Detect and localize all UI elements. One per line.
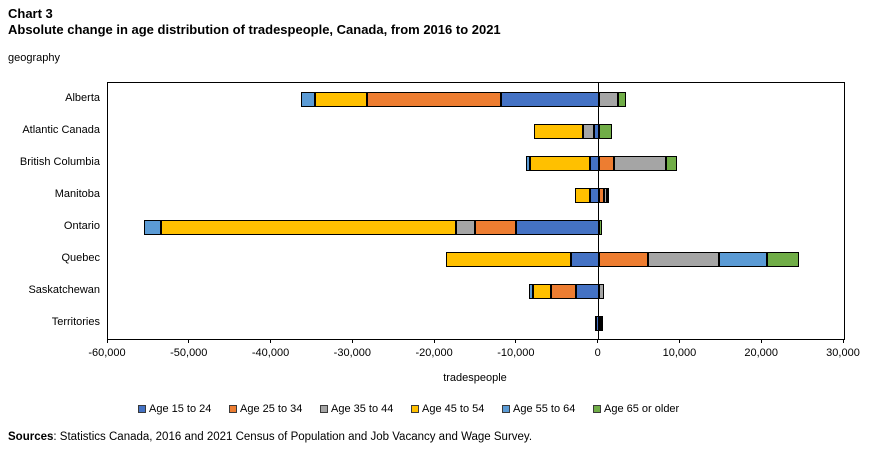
sources-text: : Statistics Canada, 2016 and 2021 Censu… <box>53 431 533 443</box>
bar-segment-alberta <box>598 91 619 107</box>
bar-segment-british-columbia <box>525 155 530 171</box>
legend-swatch-icon <box>502 405 510 413</box>
legend-item-age-35-to-44: Age 35 to 44 <box>320 403 411 415</box>
legend-label: Age 45 to 54 <box>422 403 485 415</box>
bar-segment-quebec <box>570 251 599 267</box>
legend-item-age-25-to-34: Age 25 to 34 <box>229 403 320 415</box>
bar-segment-british-columbia <box>665 155 678 171</box>
legend-swatch-icon <box>138 405 146 413</box>
y-axis-label-territories: Territories <box>51 316 100 328</box>
bar-segment-british-columbia <box>614 155 666 171</box>
bar-segment-saskatchewan <box>529 283 534 299</box>
legend-label: Age 35 to 44 <box>331 403 394 415</box>
bar-segment-ontario <box>161 219 456 235</box>
bar-segment-saskatchewan <box>575 283 599 299</box>
bar-segment-ontario <box>143 219 162 235</box>
y-axis-title: geography <box>8 52 60 64</box>
bar-segment-quebec <box>718 251 768 267</box>
legend-swatch-icon <box>593 405 601 413</box>
legend-label: Age 65 or older <box>604 403 680 415</box>
y-axis-label-saskatchewan: Saskatchewan <box>28 284 100 296</box>
x-tick-label: -20,000 <box>415 347 453 359</box>
x-axis-title: tradespeople <box>443 372 507 384</box>
x-tick-mark <box>678 339 680 343</box>
bar-segment-manitoba <box>574 187 591 203</box>
legend: Age 15 to 24 Age 25 to 34 Age 35 to 44 Age … <box>138 403 679 415</box>
x-tick-mark <box>433 339 435 343</box>
bar-segment-british-columbia <box>598 155 615 171</box>
x-tick-label: -60,000 <box>88 347 126 359</box>
y-axis-label-ontario: Ontario <box>63 220 100 232</box>
legend-label: Age 25 to 34 <box>240 403 303 415</box>
bar-segment-saskatchewan <box>551 283 576 299</box>
bar-segment-territories <box>600 315 603 331</box>
bar-segment-british-columbia <box>529 155 590 171</box>
plot-area <box>107 82 845 340</box>
legend-label: Age 15 to 24 <box>149 403 212 415</box>
legend-item-age-15-to-24: Age 15 to 24 <box>138 403 229 415</box>
x-tick-mark <box>597 339 599 343</box>
bar-segment-alberta <box>300 91 315 107</box>
bar-segment-manitoba <box>603 187 607 203</box>
y-axis-label-quebec: Quebec <box>61 252 100 264</box>
bar-segment-quebec <box>767 251 800 267</box>
x-tick-mark <box>842 339 844 343</box>
x-tick-label: 0 <box>594 347 601 359</box>
bar-segment-ontario <box>598 219 602 235</box>
x-tick-label: -30,000 <box>333 347 371 359</box>
legend-item-age-65-or-older: Age 65 or older <box>593 403 679 415</box>
x-tick-label: -40,000 <box>251 347 290 359</box>
x-tick-label: -50,000 <box>170 347 208 359</box>
x-tick-label: -10,000 <box>497 347 535 359</box>
x-tick-mark <box>760 339 762 343</box>
bar-segment-alberta <box>500 91 599 107</box>
bar-segment-manitoba <box>606 187 609 203</box>
legend-swatch-icon <box>229 405 237 413</box>
bar-segment-ontario <box>516 219 599 235</box>
bar-segment-alberta <box>314 91 368 107</box>
zero-gridline <box>598 83 600 339</box>
bar-segment-quebec <box>445 251 571 267</box>
y-axis-category-labels: Alberta Atlantic Canada British Columbia Ma… <box>0 82 100 338</box>
x-tick-mark <box>270 339 272 343</box>
sources-note: Sources: Statistics Canada, 2016 and 202… <box>8 431 532 443</box>
x-tick-label: 20,000 <box>744 347 779 359</box>
y-axis-label-alberta: Alberta <box>65 92 100 104</box>
x-tick-label: 10,000 <box>662 347 697 359</box>
x-tick-mark <box>106 339 108 343</box>
legend-label: Age 55 to 64 <box>513 403 576 415</box>
x-tick-mark <box>515 339 517 343</box>
bar-segment-territories <box>595 315 598 331</box>
legend-swatch-icon <box>411 405 419 413</box>
legend-swatch-icon <box>320 405 328 413</box>
y-axis-label-manitoba: Manitoba <box>54 188 100 200</box>
bar-segment-manitoba <box>590 187 599 203</box>
chart-title: Absolute change in age distribution of t… <box>8 22 501 37</box>
bar-segment-saskatchewan <box>598 283 605 299</box>
x-tick-mark <box>351 339 353 343</box>
legend-item-age-45-to-54: Age 45 to 54 <box>411 403 502 415</box>
sources-label: Sources <box>8 431 54 443</box>
bar-segment-atlantic-canada <box>593 123 599 139</box>
x-tick-label: 30,000 <box>826 347 860 359</box>
bar-segment-quebec <box>647 251 719 267</box>
x-tick-mark <box>188 339 190 343</box>
bar-segment-atlantic-canada <box>598 123 612 139</box>
chart-number: Chart 3 <box>8 6 53 21</box>
legend-item-age-55-to-64: Age 55 to 64 <box>502 403 593 415</box>
bar-segment-british-columbia <box>589 155 599 171</box>
bar-segment-manitoba <box>598 187 604 203</box>
bar-segment-alberta <box>367 91 501 107</box>
y-axis-label-british-columbia: British Columbia <box>19 156 100 168</box>
bar-segment-saskatchewan <box>533 283 552 299</box>
bar-segment-ontario <box>475 219 517 235</box>
y-axis-label-atlantic-canada: Atlantic Canada <box>22 124 100 136</box>
bar-segment-atlantic-canada <box>583 123 594 139</box>
bar-segment-alberta <box>618 91 627 107</box>
bar-segment-ontario <box>455 219 476 235</box>
bar-segment-atlantic-canada <box>534 123 584 139</box>
bar-segment-quebec <box>598 251 648 267</box>
